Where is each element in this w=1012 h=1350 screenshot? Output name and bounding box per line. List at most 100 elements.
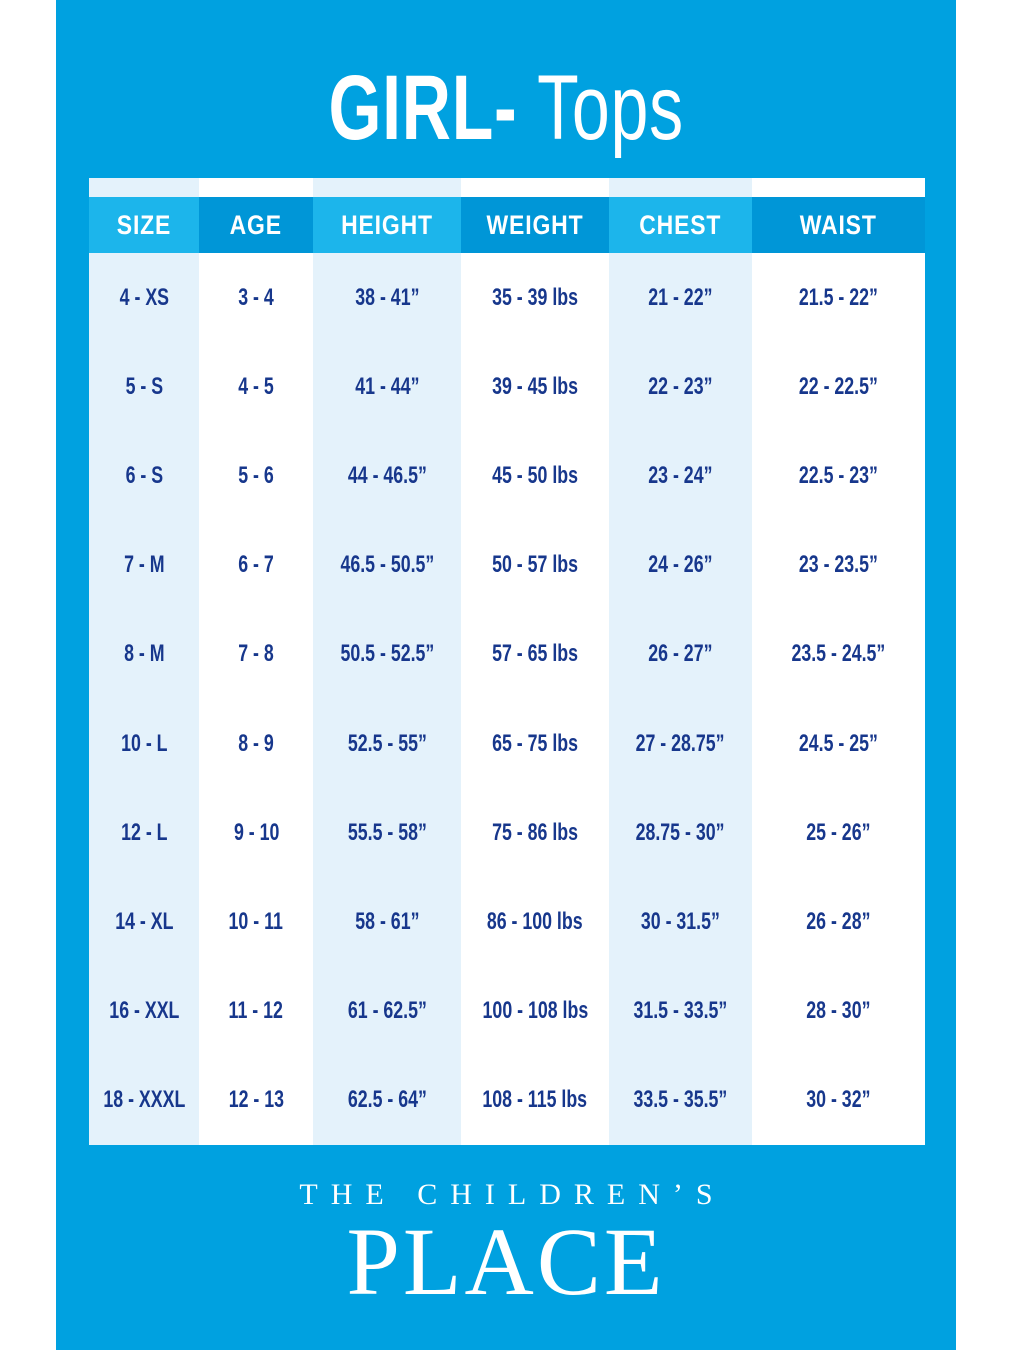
column-top-spacer <box>313 178 461 197</box>
column-cells: 3 - 4 4 - 5 5 - 6 6 - 7 7 - 8 8 - 9 9 - 10 10 -… <box>199 253 313 1145</box>
table-cell-value: 75 - 86 lbs <box>492 818 578 846</box>
table-cell-value: 55.5 - 58” <box>347 818 427 846</box>
table-cell: 7 - 8 <box>199 610 313 699</box>
table-cell: 26 - 27” <box>609 610 752 699</box>
table-cell-value: 28 - 30” <box>806 997 871 1025</box>
table-cell: 22 - 23” <box>609 342 752 431</box>
table-cell-value: 22.5 - 23” <box>798 462 878 489</box>
table-cell-value: 22 - 22.5” <box>798 372 878 400</box>
table-cell: 33.5 - 35.5” <box>609 1056 752 1145</box>
table-cell: 7 - M <box>89 521 199 610</box>
table-cell-value: 21 - 22” <box>648 283 713 311</box>
table-cell: 10 - L <box>89 699 199 788</box>
table-cell-value: 7 - 8 <box>238 640 274 668</box>
table-cell-value: 24 - 26” <box>648 551 713 579</box>
table-cell: 4 - XS <box>89 253 199 342</box>
table-cell-value: 30 - 32” <box>806 1086 871 1114</box>
table-cell: 3 - 4 <box>199 253 313 342</box>
brand-logo-bottom-line: PLACE <box>346 1208 666 1315</box>
page-title-text: GIRL- Tops <box>328 57 683 159</box>
column-header-label: WAIST <box>799 209 877 240</box>
table-cell: 26 - 28” <box>752 877 925 966</box>
table-cell: 31.5 - 33.5” <box>609 967 752 1056</box>
table-cell: 57 - 65 lbs <box>461 610 609 699</box>
size-table: SIZE 4 - XS 5 - S 6 - S 7 - M 8 - M 10 - L 12 -… <box>89 178 925 1145</box>
table-cell: 30 - 31.5” <box>609 877 752 966</box>
table-cell-value: 23.5 - 24.5” <box>791 640 886 668</box>
table-cell: 23 - 24” <box>609 431 752 520</box>
table-cell: 6 - 7 <box>199 521 313 610</box>
table-cell-value: 7 - M <box>123 551 165 579</box>
table-column-waist: WAIST 21.5 - 22” 22 - 22.5” 22.5 - 23” 23 - … <box>751 178 925 1145</box>
column-top-spacer <box>752 178 925 197</box>
table-column-age: AGE 3 - 4 4 - 5 5 - 6 6 - 7 7 - 8 8 - 9 9 - 10 1… <box>199 178 314 1145</box>
column-top-spacer <box>609 178 752 197</box>
table-cell: 52.5 - 55” <box>313 699 461 788</box>
table-cell-value: 39 - 45 lbs <box>492 372 578 400</box>
column-top-spacer <box>461 178 609 197</box>
table-column-chest: CHEST 21 - 22” 22 - 23” 23 - 24” 24 - 26” 26 … <box>608 178 752 1145</box>
table-cell-value: 8 - M <box>123 640 165 668</box>
table-cell: 25 - 26” <box>752 788 925 877</box>
table-cell: 50.5 - 52.5” <box>313 610 461 699</box>
table-cell: 24.5 - 25” <box>752 699 925 788</box>
table-cell-value: 31.5 - 33.5” <box>633 997 728 1025</box>
column-cells: 21 - 22” 22 - 23” 23 - 24” 24 - 26” 26 - 27”… <box>609 253 752 1145</box>
table-cell: 41 - 44” <box>313 342 461 431</box>
table-cell-value: 61 - 62.5” <box>347 997 427 1025</box>
table-cell-value: 23 - 24” <box>648 462 713 489</box>
table-cell-value: 65 - 75 lbs <box>492 729 578 757</box>
table-cell-value: 25 - 26” <box>806 818 871 846</box>
table-cell-value: 108 - 115 lbs <box>482 1086 588 1114</box>
column-header-label: CHEST <box>639 209 722 240</box>
table-cell: 10 - 11 <box>199 877 313 966</box>
table-cell: 30 - 32” <box>752 1056 925 1145</box>
table-cell-value: 57 - 65 lbs <box>492 640 578 668</box>
table-cell: 55.5 - 58” <box>313 788 461 877</box>
table-cell-value: 52.5 - 55” <box>347 729 427 757</box>
table-cell: 35 - 39 lbs <box>461 253 609 342</box>
column-header-label: AGE <box>230 209 283 240</box>
table-cell: 108 - 115 lbs <box>461 1056 609 1145</box>
table-cell-value: 10 - 11 <box>229 908 284 936</box>
table-cell-value: 86 - 100 lbs <box>487 908 583 936</box>
table-cell: 5 - 6 <box>199 431 313 520</box>
table-cell: 61 - 62.5” <box>313 967 461 1056</box>
column-header-label: SIZE <box>116 209 172 240</box>
table-cell: 22.5 - 23” <box>752 431 925 520</box>
table-cell: 65 - 75 lbs <box>461 699 609 788</box>
column-header-waist: WAIST <box>751 197 925 253</box>
table-cell-value: 50 - 57 lbs <box>492 551 578 579</box>
table-cell: 21 - 22” <box>609 253 752 342</box>
table-cell-value: 9 - 10 <box>233 818 279 846</box>
table-cell-value: 100 - 108 lbs <box>482 997 588 1025</box>
column-cells: 4 - XS 5 - S 6 - S 7 - M 8 - M 10 - L 12 - L 14… <box>89 253 199 1145</box>
table-cell: 12 - L <box>89 788 199 877</box>
column-cells: 35 - 39 lbs 39 - 45 lbs 45 - 50 lbs 50 - 57… <box>461 253 609 1145</box>
page-title: GIRL- Tops <box>0 57 1012 159</box>
table-cell-value: 10 - L <box>120 729 168 757</box>
column-top-spacer <box>89 178 199 197</box>
table-cell-value: 23 - 23.5” <box>798 551 878 579</box>
table-cell-value: 27 - 28.75” <box>636 729 725 757</box>
table-column-weight: WEIGHT 35 - 39 lbs 39 - 45 lbs 45 - 50 lbs 5… <box>461 178 609 1145</box>
column-cells: 21.5 - 22” 22 - 22.5” 22.5 - 23” 23 - 23.5”… <box>752 253 925 1145</box>
table-cell: 22 - 22.5” <box>752 342 925 431</box>
table-cell-value: 62.5 - 64” <box>347 1086 427 1114</box>
title-girl-label: GIRL- <box>328 57 518 159</box>
table-cell: 45 - 50 lbs <box>461 431 609 520</box>
table-cell: 75 - 86 lbs <box>461 788 609 877</box>
table-cell: 16 - XXL <box>89 967 199 1056</box>
table-cell-value: 28.75 - 30” <box>636 818 725 846</box>
table-cell: 44 - 46.5” <box>313 431 461 520</box>
table-cell: 24 - 26” <box>609 521 752 610</box>
table-cell-value: 3 - 4 <box>238 283 274 311</box>
brand-logo-top-line: THE CHILDREN’S <box>299 1178 726 1211</box>
table-cell: 8 - M <box>89 610 199 699</box>
table-cell: 50 - 57 lbs <box>461 521 609 610</box>
column-header-height: HEIGHT <box>313 197 461 253</box>
table-cell: 86 - 100 lbs <box>461 877 609 966</box>
table-cell: 27 - 28.75” <box>609 699 752 788</box>
table-cell: 39 - 45 lbs <box>461 342 609 431</box>
table-cell: 21.5 - 22” <box>752 253 925 342</box>
